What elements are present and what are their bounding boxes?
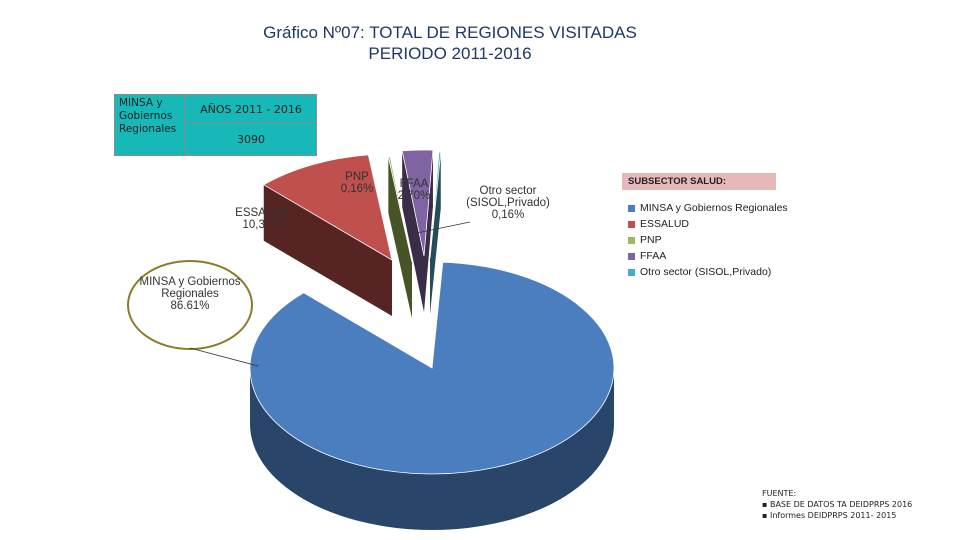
- slice-callout-label: Regionales: [161, 288, 219, 300]
- legend-heading: SUBSECTOR SALUD:: [622, 173, 776, 190]
- callout-ellipse: [127, 260, 253, 350]
- chart-title-line2: PERIODO 2011-2016: [368, 44, 532, 63]
- pie-slice-face: [390, 156, 412, 318]
- pie-slice: [401, 149, 434, 257]
- legend-item: Otro sector (SISOL,Privado): [622, 264, 788, 280]
- slice-callout-label: PNP: [345, 171, 369, 183]
- pie-slice-face: [430, 152, 441, 314]
- legend-items: MINSA y Gobiernos Regionales ESSALUD PNP FF…: [622, 200, 788, 280]
- slice-callout-label: Otro sector: [480, 185, 537, 197]
- legend-swatch: [628, 236, 635, 244]
- summary-header: AÑOS 2011 - 2016: [185, 93, 317, 125]
- callout-leader: [411, 221, 471, 235]
- source-item: Informes DEIDPRPS 2011- 2015: [762, 510, 912, 521]
- slice-percent-label: 86.61%: [170, 300, 209, 312]
- pie-slice: [249, 261, 615, 475]
- legend-label: ESSALUD: [640, 218, 690, 230]
- source-note: FUENTE: BASE DE DATOS TA DEIDPRPS 2016In…: [762, 488, 912, 521]
- chart-title-line1: Gráfico Nº07: TOTAL DE REGIONES VISITADA…: [263, 23, 637, 42]
- legend-label: MINSA y Gobiernos Regionales: [640, 202, 788, 214]
- legend-item: MINSA y Gobiernos Regionales: [622, 200, 788, 216]
- pie-slice-face: [402, 150, 424, 312]
- slice-percent-label: 10,37%: [242, 219, 281, 231]
- pie-slice-face: [424, 150, 433, 312]
- callout-leader: [189, 347, 259, 367]
- chart-title: Gráfico Nº07: TOTAL DE REGIONES VISITADA…: [0, 22, 900, 64]
- slice-callout-label: MINSA y Gobiernos: [140, 276, 241, 288]
- legend-label: Otro sector (SISOL,Privado): [640, 266, 772, 278]
- legend-item: PNP: [622, 232, 788, 248]
- pie-slice: [387, 156, 413, 263]
- slice-percent-label: 0,16%: [341, 183, 374, 195]
- slice-callout-label: (SISOL,Privado): [466, 197, 550, 209]
- legend-label: FFAA: [640, 250, 667, 262]
- pie-slice-face: [263, 184, 392, 316]
- legend-label: PNP: [640, 234, 662, 246]
- legend-item: FFAA: [622, 248, 788, 264]
- pie-slice: [262, 154, 393, 261]
- pie-slice: [429, 151, 442, 259]
- legend-swatch: [628, 220, 635, 228]
- slice-percent-label: 0,16%: [492, 209, 525, 221]
- slice-percent-label: 2,70%: [398, 190, 431, 202]
- pie-slice-side: [250, 368, 614, 530]
- legend-swatch: [628, 252, 635, 260]
- legend-item: ESSALUD: [622, 216, 788, 232]
- source-list: BASE DE DATOS TA DEIDPRPS 2016Informes D…: [762, 499, 912, 521]
- summary-table: MINSA y Gobiernos Regionales AÑOS 2011 -…: [114, 93, 317, 156]
- legend: SUBSECTOR SALUD: MINSA y Gobiernos Regio…: [622, 173, 788, 280]
- slice-callout-label: ESSALUD: [235, 207, 289, 219]
- summary-value: 3090: [185, 123, 317, 156]
- source-item: BASE DE DATOS TA DEIDPRPS 2016: [762, 499, 912, 510]
- legend-swatch: [628, 204, 635, 212]
- slice-callout-label: FFAA: [400, 178, 429, 190]
- source-heading: FUENTE:: [762, 489, 797, 498]
- legend-swatch: [628, 268, 635, 276]
- summary-label: MINSA y Gobiernos Regionales: [114, 94, 186, 156]
